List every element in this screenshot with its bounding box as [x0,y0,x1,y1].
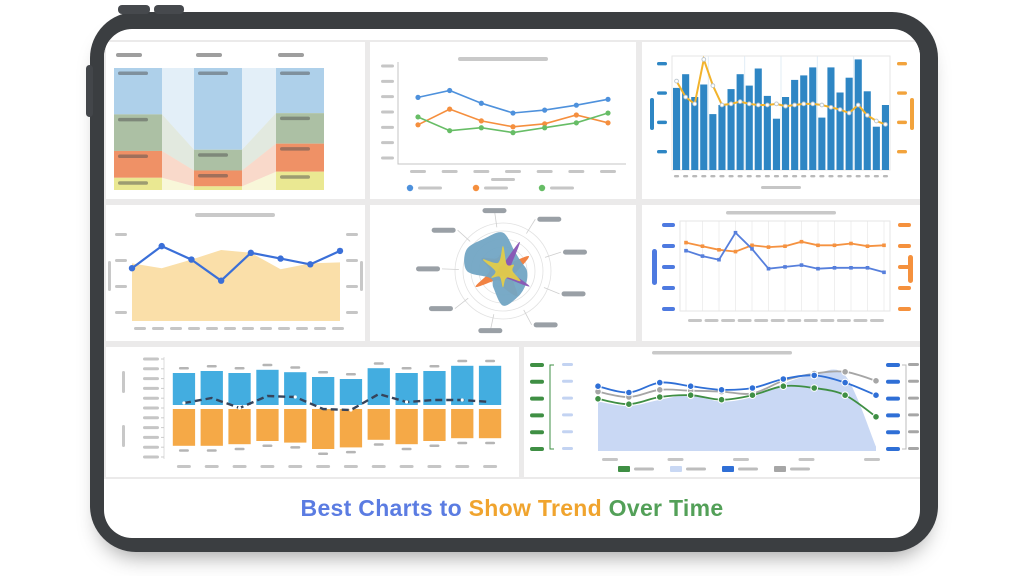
tablet-screen: Best Charts to Show Trend Over Time [104,29,920,538]
tablet-side-button [86,65,93,117]
tablet-device: Best Charts to Show Trend Over Time [86,5,938,552]
caption-part-blue: Best Charts to [300,495,469,521]
caption: Best Charts to Show Trend Over Time [104,495,920,522]
tablet-top-button-1 [118,5,150,14]
chart-bar-line-combo [642,42,920,199]
chart-stacked-flow [106,42,365,199]
chart-dual-axis-line [642,205,920,341]
chart-multi-line [370,42,636,199]
dashboard-grid [104,40,920,479]
chart-diverging-bar-line [106,347,519,477]
caption-part-orange: Show Trend [468,495,609,521]
chart-area-line [106,205,365,341]
tablet-top-button-2 [154,5,184,14]
chart-smooth-multi-axis [524,347,920,477]
chart-radar [370,205,636,341]
caption-part-green: Over Time [608,495,724,521]
